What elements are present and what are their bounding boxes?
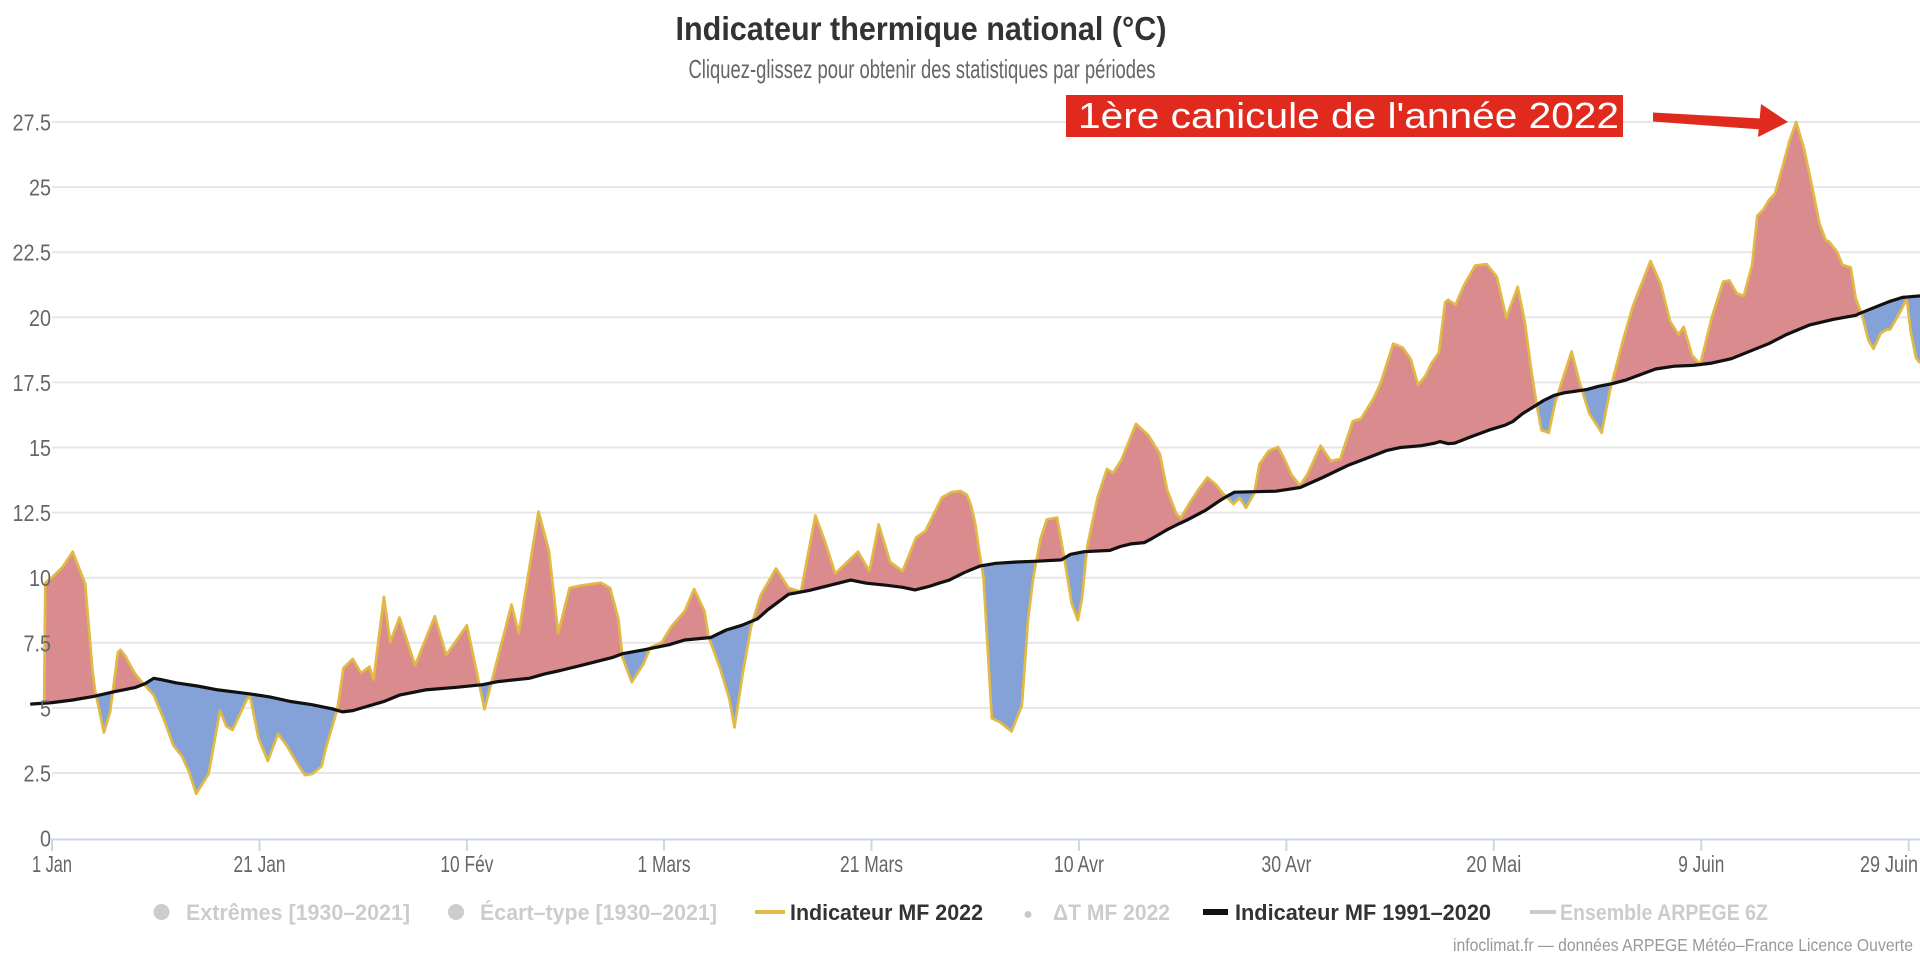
svg-text:30 Avr: 30 Avr xyxy=(1261,851,1311,877)
svg-text:Indicateur MF 2022: Indicateur MF 2022 xyxy=(790,900,983,925)
svg-text:17.5: 17.5 xyxy=(13,370,52,396)
svg-text:7.5: 7.5 xyxy=(24,630,52,656)
svg-text:9 Juin: 9 Juin xyxy=(1678,851,1724,877)
svg-text:12.5: 12.5 xyxy=(13,500,52,526)
svg-text:21 Mars: 21 Mars xyxy=(840,851,903,877)
svg-text:Ensemble ARPEGE 6Z: Ensemble ARPEGE 6Z xyxy=(1560,900,1768,925)
svg-text:10 Fév: 10 Fév xyxy=(440,851,493,877)
svg-text:21 Jan: 21 Jan xyxy=(234,851,286,877)
svg-text:20: 20 xyxy=(29,305,51,331)
svg-text:20 Mai: 20 Mai xyxy=(1466,851,1521,877)
svg-text:29 Juin: 29 Juin xyxy=(1860,851,1918,877)
svg-text:ΔT MF 2022: ΔT MF 2022 xyxy=(1053,900,1170,925)
svg-text:15: 15 xyxy=(29,435,51,461)
svg-text:infoclimat.fr — données ARPEGE: infoclimat.fr — données ARPEGE Météo–Fra… xyxy=(1453,935,1913,955)
svg-text:Indicateur MF 1991–2020: Indicateur MF 1991–2020 xyxy=(1235,900,1491,925)
svg-text:Écart–type [1930–2021]: Écart–type [1930–2021] xyxy=(480,900,717,925)
svg-text:0: 0 xyxy=(40,826,51,852)
svg-text:22.5: 22.5 xyxy=(13,240,52,266)
svg-text:Extrêmes [1930–2021]: Extrêmes [1930–2021] xyxy=(186,900,410,925)
svg-text:1ère canicule de l'année 2022: 1ère canicule de l'année 2022 xyxy=(1078,95,1619,136)
svg-text:1 Jan: 1 Jan xyxy=(32,851,72,877)
svg-text:27.5: 27.5 xyxy=(13,110,52,136)
svg-text:Indicateur thermique national: Indicateur thermique national (°C) xyxy=(676,10,1167,47)
svg-text:10: 10 xyxy=(29,565,51,591)
svg-text:25: 25 xyxy=(29,175,51,201)
svg-text:2.5: 2.5 xyxy=(24,761,52,787)
svg-text:10 Avr: 10 Avr xyxy=(1054,851,1104,877)
svg-text:Cliquez-glissez pour obtenir d: Cliquez-glissez pour obtenir des statist… xyxy=(689,54,1156,84)
svg-text:5: 5 xyxy=(40,695,51,721)
svg-text:1 Mars: 1 Mars xyxy=(638,851,691,877)
